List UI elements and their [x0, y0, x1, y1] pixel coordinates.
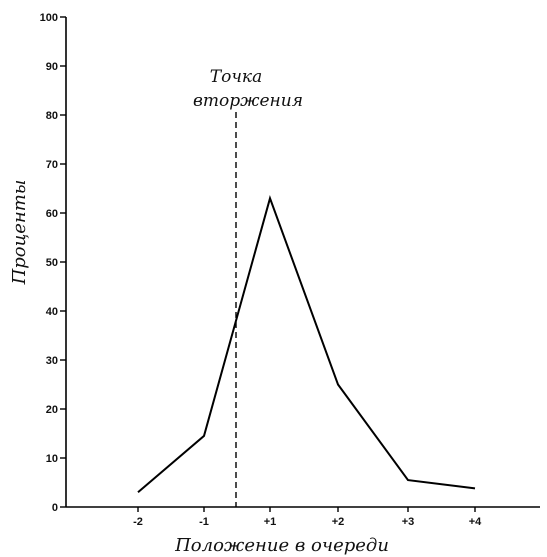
y-tick-label: 50 — [46, 257, 58, 269]
y-axis-label: Проценты — [9, 180, 30, 286]
y-tick-label: 100 — [40, 12, 58, 24]
annotation-line-1: Точка — [210, 67, 262, 87]
y-tick-label: 70 — [46, 159, 58, 171]
x-tick-label: -2 — [133, 516, 143, 528]
x-axis: -2 -1 +1 +2 +3 +4 — [66, 506, 540, 528]
y-tick-label: 80 — [46, 110, 58, 122]
y-tick-label: 20 — [46, 404, 58, 416]
x-tick-label: -1 — [199, 516, 209, 528]
x-tick-label: +1 — [264, 516, 277, 528]
x-tick-label: +4 — [469, 516, 482, 528]
x-tick-label: +3 — [402, 516, 415, 528]
y-tick-label: 90 — [46, 61, 58, 73]
y-tick-label: 0 — [52, 502, 58, 514]
series-line — [137, 195, 476, 494]
y-tick-label: 10 — [46, 453, 58, 465]
y-tick-label: 30 — [46, 355, 58, 367]
intrusion-point-annotation: Точка вторжения — [193, 67, 303, 507]
x-axis-label: Положение в очереди — [174, 535, 389, 556]
series-group — [137, 195, 476, 494]
y-tick-label: 40 — [46, 306, 58, 318]
x-tick-label: +2 — [332, 516, 345, 528]
y-tick-label: 60 — [46, 208, 58, 220]
annotation-line-2: вторжения — [193, 91, 303, 111]
y-axis: 0 10 20 30 40 50 60 70 80 90 100 — [40, 12, 67, 514]
